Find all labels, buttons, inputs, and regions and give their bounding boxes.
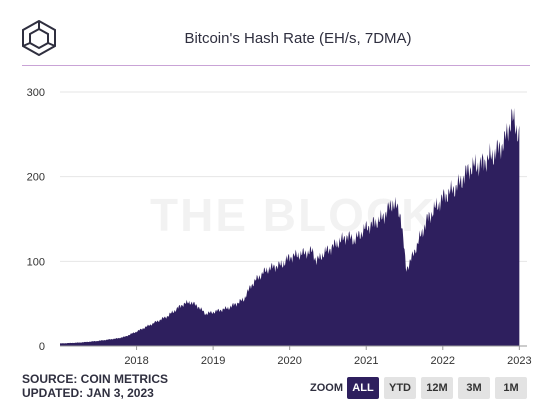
zoom-ytd-button[interactable]: YTD — [384, 377, 416, 399]
chart-title: Bitcoin's Hash Rate (EH/s, 7DMA) — [184, 30, 412, 47]
source-text: SOURCE: COIN METRICS — [22, 372, 169, 386]
hash-rate-chart: 0 100 200 300 2018 2019 2020 2021 2022 2023 — [27, 87, 532, 367]
updated-text: UPDATED: JAN 3, 2023 — [22, 386, 154, 400]
x-tick-label: 2019 — [201, 355, 225, 367]
zoom-1m-button[interactable]: 1M — [495, 377, 527, 399]
zoom-12m-button[interactable]: 12M — [421, 377, 453, 399]
x-tick-label: 2022 — [431, 355, 455, 367]
x-tick-label: 2023 — [507, 355, 531, 367]
x-tick-label: 2018 — [124, 355, 148, 367]
zoom-label: ZOOM — [310, 382, 343, 394]
y-tick-label: 0 — [39, 341, 45, 353]
zoom-3m-button[interactable]: 3M — [458, 377, 490, 399]
zoom-all-button[interactable]: ALL — [347, 377, 379, 399]
y-tick-label: 100 — [27, 256, 45, 268]
y-tick-label: 300 — [27, 87, 45, 99]
the-block-logo-icon — [22, 19, 56, 57]
x-tick-label: 2021 — [354, 355, 378, 367]
source-note: SOURCE: COIN METRICS UPDATED: JAN 3, 202… — [22, 372, 168, 400]
hash-rate-area — [60, 108, 520, 346]
y-tick-label: 200 — [27, 172, 45, 184]
x-tick-label: 2020 — [277, 355, 301, 367]
title-divider — [22, 65, 530, 66]
